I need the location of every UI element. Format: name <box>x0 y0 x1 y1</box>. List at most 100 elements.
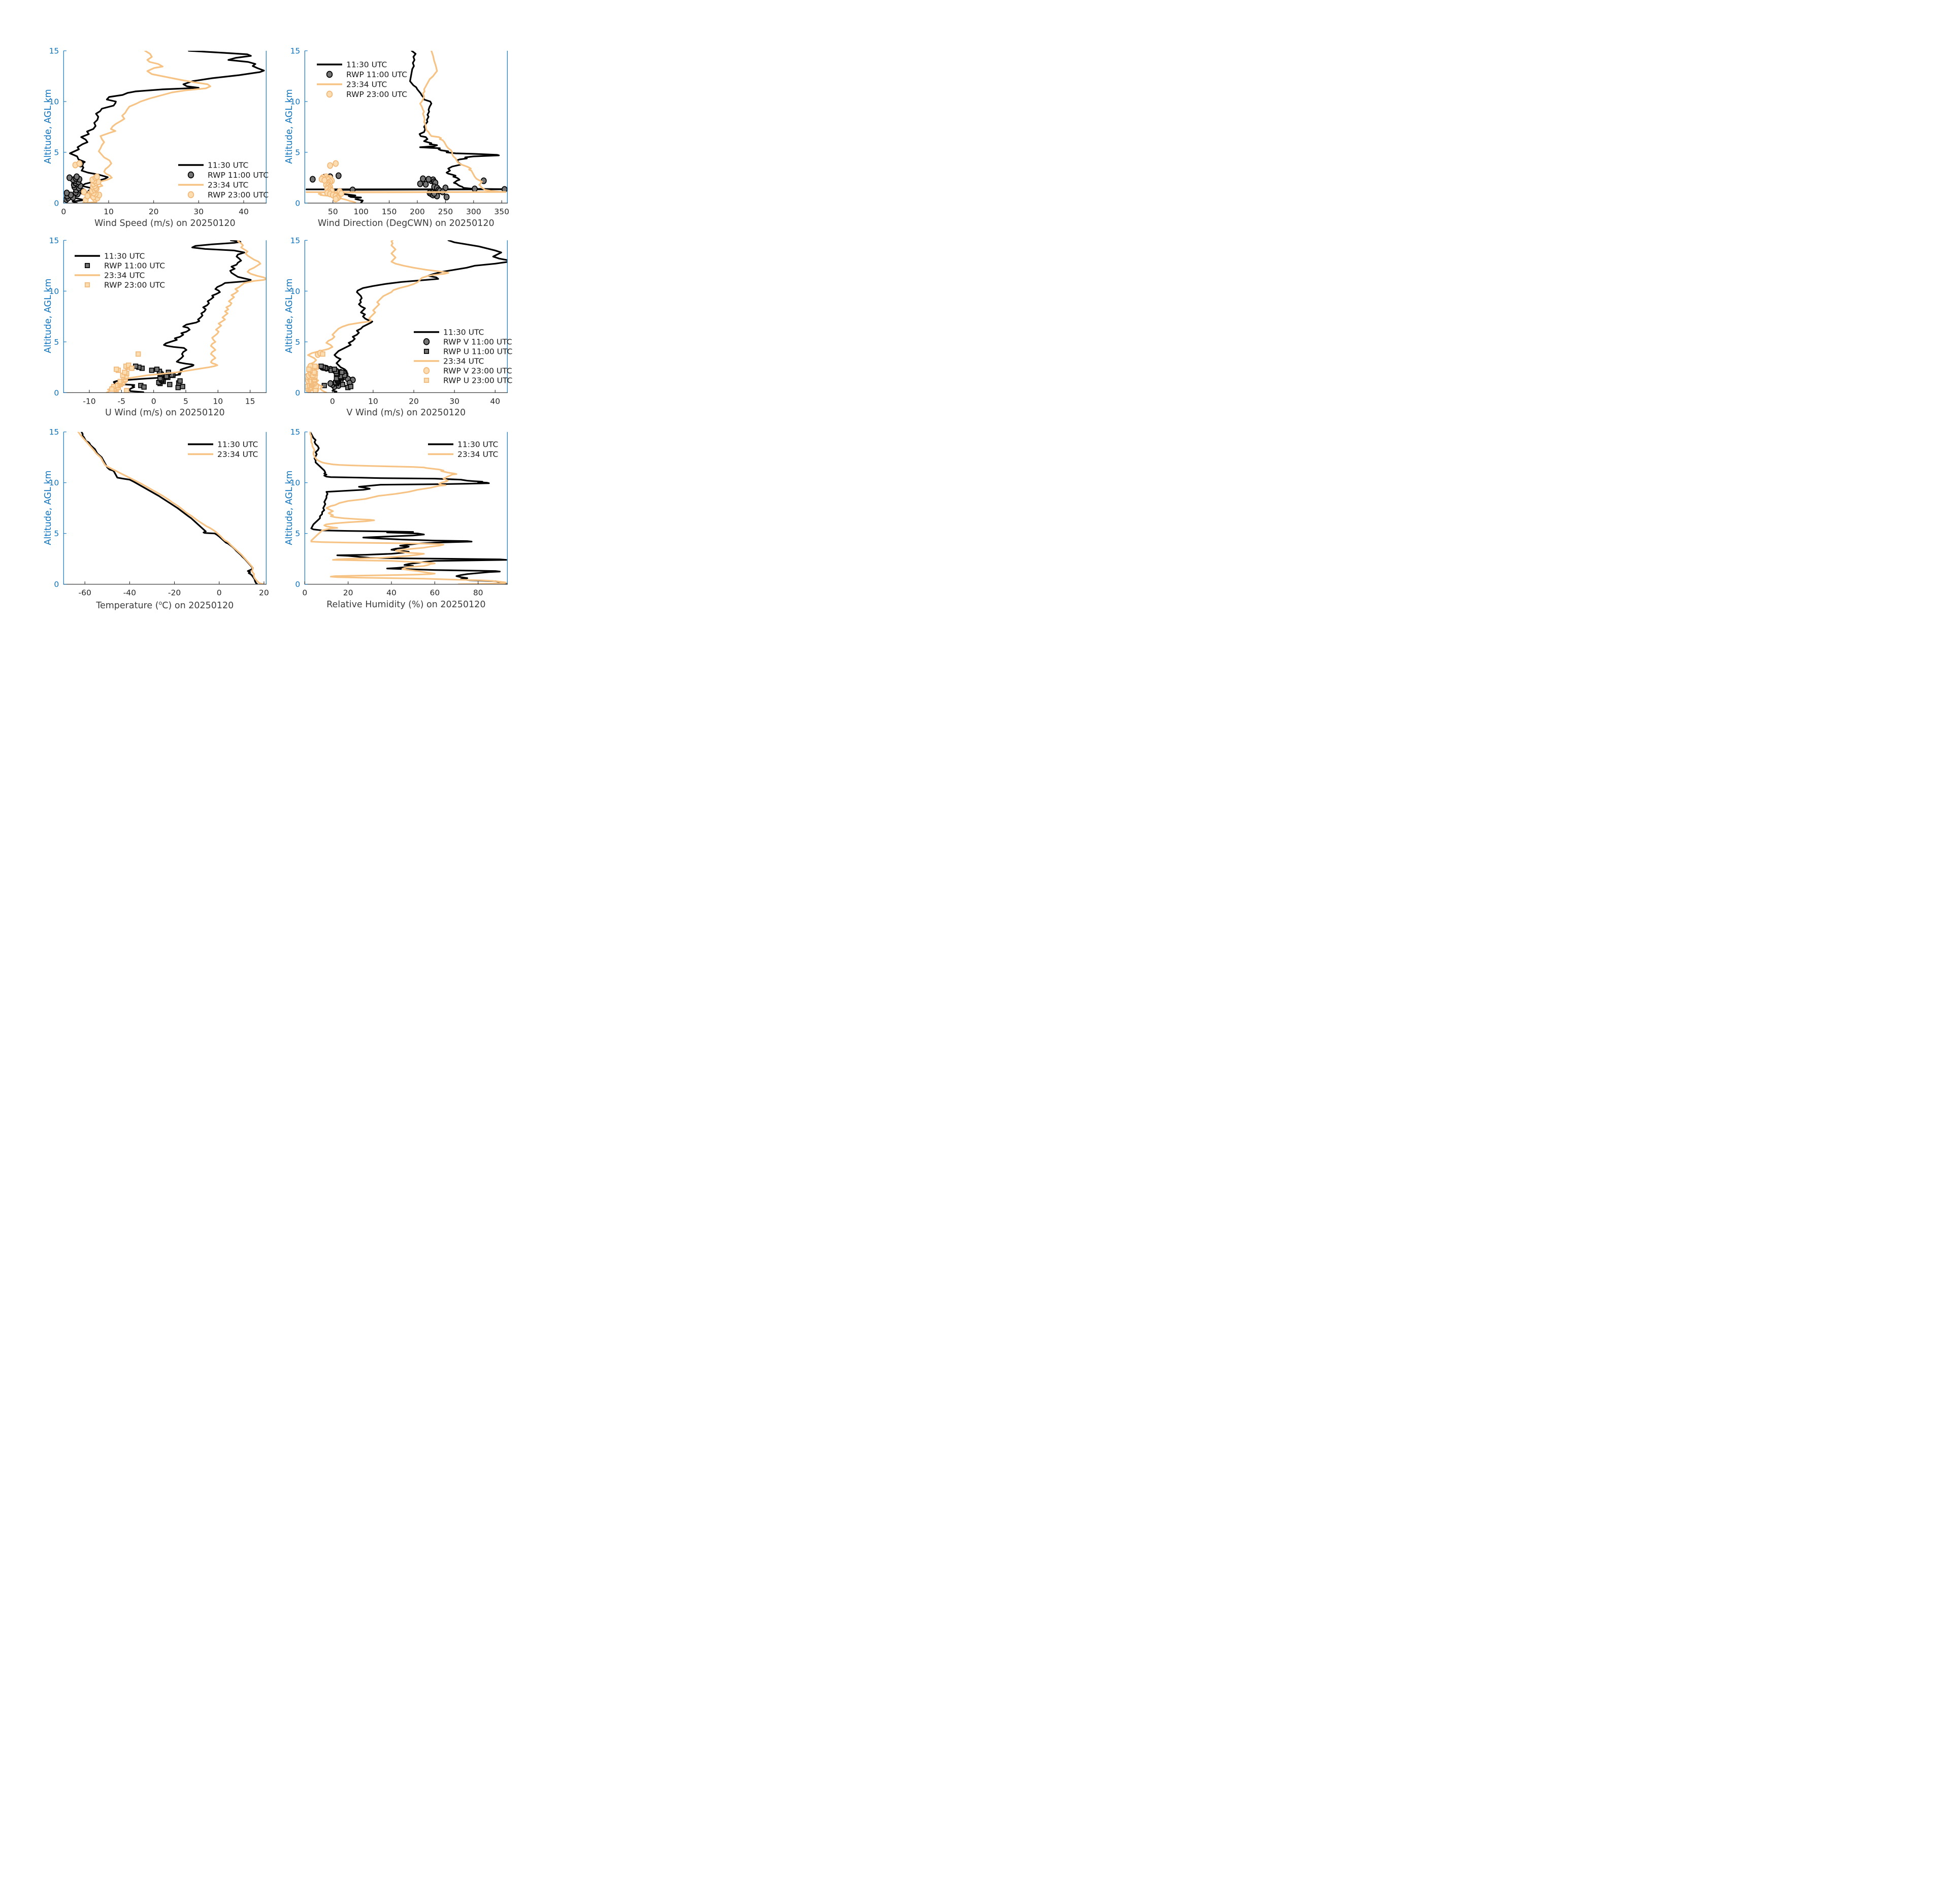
rwp-marker-square <box>114 367 119 372</box>
y-tick-label: 10 <box>49 97 59 107</box>
y-tick-label: 15 <box>49 47 59 56</box>
x-tick-label: 10 <box>368 397 378 406</box>
rwp-marker-circle <box>425 176 432 183</box>
rwp-marker-square <box>129 366 135 371</box>
y-axis-label: Altitude, AGL km <box>284 278 295 353</box>
rwp-marker-square <box>321 383 327 388</box>
profile-line-23-34-utc <box>306 51 507 203</box>
x-tick-label: 5 <box>183 397 188 406</box>
x-axis-label-relative-humidity: Relative Humidity (%) on 20250120 <box>326 599 486 610</box>
rwp-marker-square <box>312 364 318 369</box>
rwp-marker-circle <box>333 195 339 203</box>
plot-series-group <box>77 432 265 584</box>
x-tick-label: 20 <box>259 588 269 598</box>
legend-label: 23:34 UTC <box>346 80 387 89</box>
rwp-marker-circle <box>84 192 91 200</box>
legend-sample-square <box>84 262 90 269</box>
x-tick-label: 350 <box>494 207 509 216</box>
x-tick-label: -5 <box>118 397 125 406</box>
x-tick-label: 40 <box>386 588 397 598</box>
rwp-marker-circle <box>94 173 100 180</box>
x-tick-label: 60 <box>430 588 440 598</box>
x-tick-label: 0 <box>217 588 222 598</box>
x-tick-label: 10 <box>104 207 114 216</box>
profile-line-23-34-utc <box>77 432 265 584</box>
x-tick-label: -10 <box>83 397 95 406</box>
rwp-marker-circle <box>443 193 450 201</box>
rwp-marker-circle <box>309 176 316 183</box>
legend-sample-square <box>423 377 430 383</box>
rwp-marker-square <box>339 370 345 375</box>
legend-label: RWP 23:00 UTC <box>104 280 165 289</box>
x-axis-label-wind-direction: Wind Direction (DegCWN) on 20250120 <box>317 218 495 228</box>
x-tick-label: 10 <box>213 397 223 406</box>
plot-series-group <box>106 240 267 393</box>
y-tick-label: 15 <box>49 236 59 245</box>
rwp-marker-square <box>348 384 353 389</box>
rwp-marker-square <box>122 370 127 375</box>
rwp-marker-circle <box>74 173 80 180</box>
legend-label: 11:30 UTC <box>346 60 387 69</box>
rwp-marker-circle <box>66 174 73 181</box>
y-tick-label: 15 <box>49 428 59 437</box>
y-tick-label: 0 <box>295 199 300 208</box>
legend-sample-circle <box>326 90 333 98</box>
rwp-marker-square <box>126 363 131 368</box>
x-axis-label-temperature: Temperature (oC) on 20250120 <box>58 600 272 611</box>
rwp-marker-square <box>342 373 347 378</box>
legend-label: RWP U 11:00 UTC <box>443 347 512 356</box>
x-tick-label: 40 <box>239 207 249 216</box>
x-tick-label: 100 <box>353 207 369 216</box>
x-axis-label-wind-speed: Wind Speed (m/s) on 20250120 <box>94 218 236 228</box>
legend-label: 23:34 UTC <box>217 450 258 459</box>
x-tick-label: 30 <box>449 397 459 406</box>
y-tick-label: 10 <box>290 97 301 107</box>
figure-canvas: 0 10 20 30 40 0 5 10 15 11:30 UTC RWP 11:00 UTC 23:… <box>0 0 647 635</box>
y-axis-label: Altitude, AGL km <box>284 470 295 545</box>
rwp-marker-square <box>340 382 345 387</box>
rwp-marker-circle <box>333 160 339 167</box>
plot-series-group <box>306 51 508 203</box>
rwp-marker-square <box>136 351 141 357</box>
rwp-marker-circle <box>327 162 334 169</box>
rwp-marker-square <box>312 388 318 393</box>
rwp-marker-circle <box>417 180 423 187</box>
y-tick-label: 5 <box>295 148 300 157</box>
legend-label: 23:34 UTC <box>104 271 145 280</box>
rwp-marker-square <box>320 351 325 357</box>
x-tick-label: 20 <box>409 397 419 406</box>
legend-label: 11:30 UTC <box>104 251 145 260</box>
y-tick-label: 15 <box>290 428 301 437</box>
profile-line-11-30-utc <box>332 240 508 393</box>
profile-line-23-34-utc <box>106 240 267 393</box>
rwp-marker-circle <box>420 175 426 182</box>
legend-sample-square <box>84 282 90 288</box>
profile-line-11-30-utc <box>306 51 507 203</box>
x-tick-label: 200 <box>410 207 425 216</box>
y-tick-label: 0 <box>54 199 59 208</box>
legend-label: 11:30 UTC <box>208 160 248 170</box>
legend-label: 11:30 UTC <box>443 327 484 337</box>
plot-series-group <box>305 240 508 393</box>
rwp-marker-circle <box>81 188 87 195</box>
x-tick-label: 15 <box>245 397 255 406</box>
y-axis-label: Altitude, AGL km <box>43 89 54 164</box>
legend-sample-circle <box>187 171 194 179</box>
x-axis-label-u-wind: U Wind (m/s) on 20250120 <box>105 408 225 418</box>
legend-label: 11:30 UTC <box>217 440 258 449</box>
rwp-marker-square <box>175 385 181 390</box>
y-tick-label: 5 <box>54 338 59 347</box>
legend-sample-circle <box>423 367 430 374</box>
y-tick-label: 5 <box>54 148 59 157</box>
y-tick-label: 0 <box>295 580 300 589</box>
rwp-marker-square <box>109 386 115 392</box>
legend-label: 23:34 UTC <box>208 180 248 189</box>
rwp-marker-circle <box>338 190 345 197</box>
